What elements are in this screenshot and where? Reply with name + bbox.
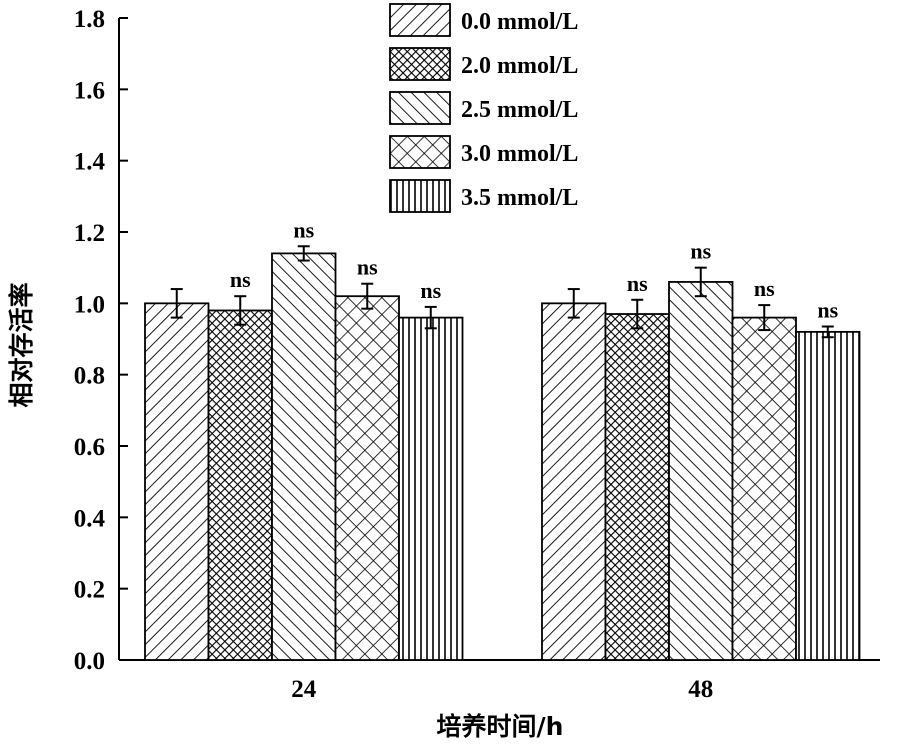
significance-label: ns (293, 217, 314, 242)
legend-swatch (389, 179, 451, 213)
bar-2-5-mmol-l-48 (668, 281, 734, 661)
x-tick-label: 48 (688, 676, 713, 703)
x-axis-title: 培养时间/h (437, 712, 564, 741)
bar-2-5-mmol-l-24 (271, 252, 337, 661)
legend-swatch (389, 135, 451, 169)
significance-label: ns (230, 267, 251, 292)
significance-label: ns (754, 276, 775, 301)
y-tick-label: 1.4 (74, 149, 106, 176)
legend-swatch (389, 3, 451, 37)
y-tick-label: 0.8 (74, 363, 105, 390)
legend-label: 0.0 mmol/L (461, 9, 578, 35)
y-axis-title: 相对存活率 (7, 282, 36, 407)
y-tick-label: 0.0 (74, 648, 105, 675)
y-tick-label: 1.0 (74, 291, 105, 318)
y-tick-label: 0.4 (74, 505, 106, 532)
y-tick-label: 0.6 (74, 434, 105, 461)
significance-label: ns (357, 255, 378, 280)
y-tick-label: 0.2 (74, 577, 105, 604)
legend-label: 2.0 mmol/L (461, 53, 578, 79)
legend-label: 3.5 mmol/L (461, 185, 578, 211)
bars (144, 252, 861, 661)
bar-3-5-mmol-l-48 (795, 330, 861, 661)
x-tick-label: 24 (291, 676, 317, 703)
significance-label: ns (817, 298, 838, 323)
bar-0-0-mmol-l-24 (144, 302, 210, 661)
error-bars (170, 245, 834, 339)
bar-2-0-mmol-l-24 (207, 309, 273, 661)
significance-label: ns (627, 271, 648, 296)
bar-3-0-mmol-l-24 (334, 295, 400, 661)
bar-3-0-mmol-l-48 (731, 316, 797, 661)
significance-labels: ns ns ns ns ns ns ns ns (230, 217, 839, 322)
y-ticks: 0.0 0.2 0.4 0.6 0.8 1.0 1.2 1.4 1.6 1.8 (74, 6, 128, 675)
y-tick-label: 1.2 (74, 220, 105, 247)
legend-swatch (389, 47, 451, 81)
y-tick-label: 1.8 (74, 6, 105, 33)
legend: 0.0 mmol/L 2.0 mmol/L 2.5 mmol/L 3.0 mmol/L… (389, 3, 578, 213)
significance-label: ns (420, 278, 441, 303)
legend-label: 3.0 mmol/L (461, 141, 578, 167)
y-tick-label: 1.6 (74, 77, 105, 104)
bar-3-5-mmol-l-24 (398, 316, 464, 661)
bar-2-0-mmol-l-48 (604, 313, 670, 661)
legend-label: 2.5 mmol/L (461, 97, 578, 123)
bar-0-0-mmol-l-48 (541, 302, 607, 661)
significance-label: ns (690, 239, 711, 264)
legend-swatch (389, 91, 451, 125)
